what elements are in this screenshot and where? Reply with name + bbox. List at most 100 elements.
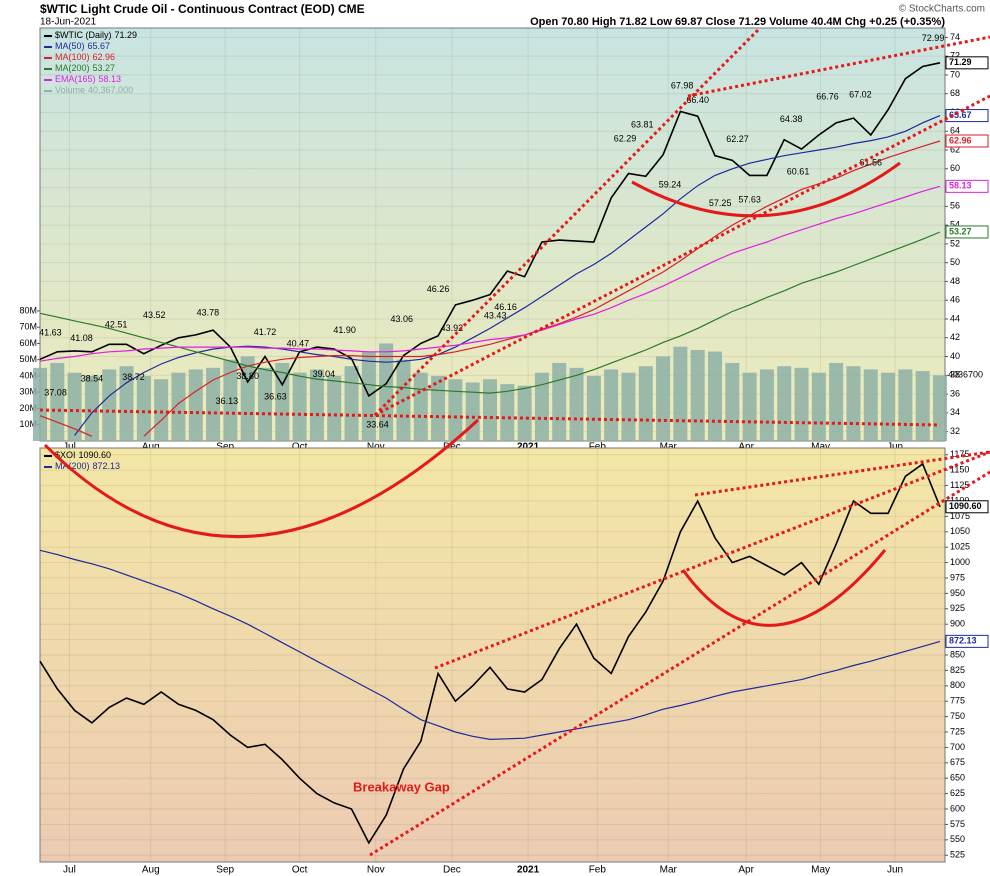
volume-bar xyxy=(465,382,480,441)
legend-text: MA(100) xyxy=(55,52,90,62)
series-line xyxy=(39,462,941,845)
price-tag-label: 872.13 xyxy=(949,636,977,646)
legend-text: MA(50) xyxy=(55,41,85,51)
price-tag-label: 65.67 xyxy=(949,110,972,120)
y-tick-label: 46 xyxy=(950,295,960,305)
volume-bar xyxy=(552,362,567,441)
volume-bar xyxy=(500,384,515,441)
volume-bar xyxy=(84,375,99,441)
y-tick-label: 74 xyxy=(950,32,960,42)
x-tick-label: Jun xyxy=(887,442,903,453)
x-tick-label: 2021 xyxy=(517,865,540,876)
price-label: 67.98 xyxy=(671,80,694,90)
trendline xyxy=(694,450,990,497)
volume-bar xyxy=(67,372,82,441)
y-tick-label: 1075 xyxy=(950,511,970,521)
price-label: 41.72 xyxy=(254,327,277,337)
volume-bar xyxy=(309,369,324,441)
y-tick-label: 825 xyxy=(950,665,965,675)
trendline xyxy=(39,408,941,427)
legend-text: $XOI xyxy=(55,450,76,460)
legend-entry: $XOI 1090.60 xyxy=(55,450,111,460)
volume-bar xyxy=(33,367,47,441)
y-tick-label: 56 xyxy=(950,201,960,211)
x-tick-label: Oct xyxy=(292,865,308,876)
legend-text: 1090.60 xyxy=(79,450,112,460)
x-tick-label: Jul xyxy=(63,442,76,453)
price-label: 41.63 xyxy=(39,328,62,338)
x-tick-label: May xyxy=(811,865,830,876)
volume-bar xyxy=(223,359,238,441)
trendline xyxy=(369,470,990,857)
y-tick-label: 725 xyxy=(950,726,965,736)
legend-text: MA(200) xyxy=(55,63,90,73)
volume-bar xyxy=(690,349,705,441)
volume-tick-label: 60M xyxy=(19,338,37,348)
volume-bar xyxy=(206,367,221,441)
legend-text: 872.13 xyxy=(93,461,121,471)
x-tick-label: Feb xyxy=(589,442,607,453)
volume-bar xyxy=(483,379,497,441)
trendlines: Breakaway Gap xyxy=(39,26,990,857)
y-tick-label: 625 xyxy=(950,788,965,798)
y-tick-label: 1050 xyxy=(950,526,970,536)
x-tick-label: Dec xyxy=(443,865,461,876)
price-label: 57.63 xyxy=(738,194,761,204)
price-label: 36.63 xyxy=(264,392,287,402)
volume-tick-label: 10M xyxy=(19,419,37,429)
price-label: 43.92 xyxy=(441,323,464,333)
y-tick-label: 36 xyxy=(950,388,960,398)
y-tick-label: 52 xyxy=(950,238,960,248)
volume-tick-label: 70M xyxy=(19,322,37,332)
y-tick-label: 1000 xyxy=(950,557,970,567)
price-tag-label: 62.96 xyxy=(949,135,972,145)
price-label: 66.40 xyxy=(686,95,709,105)
y-tick-label: 750 xyxy=(950,711,965,721)
legend-text: 71.29 xyxy=(115,30,138,40)
y-tick-label: 62 xyxy=(950,144,960,154)
price-label: 37.08 xyxy=(44,387,67,397)
y-tick-label: 34 xyxy=(950,407,960,417)
price-label: 43.43 xyxy=(484,311,507,321)
y-tick-label: 1025 xyxy=(950,542,970,552)
price-tag-label: 53.27 xyxy=(949,226,972,236)
volume-bar xyxy=(915,371,930,441)
y-tick-label: 800 xyxy=(950,680,965,690)
x-tick-label: May xyxy=(811,442,830,453)
x-tick-label: Aug xyxy=(142,865,160,876)
volume-axis-label: 4036700 xyxy=(948,370,983,380)
volume-bar xyxy=(517,385,532,441)
volume-bar xyxy=(863,369,878,441)
price-label: 43.06 xyxy=(390,314,413,324)
y-tick-label: 48 xyxy=(950,276,960,286)
y-tick-label: 54 xyxy=(950,219,960,229)
legend-entry: EMA(165) 58.13 xyxy=(55,74,121,84)
x-tick-label: Oct xyxy=(292,442,308,453)
volume-bar xyxy=(586,375,601,441)
x-tick-label: Sep xyxy=(216,442,234,453)
series-line xyxy=(39,231,941,394)
volume-bar xyxy=(794,367,809,441)
y-tick-label: 44 xyxy=(950,313,960,323)
arc xyxy=(43,418,480,539)
price-label: 62.27 xyxy=(726,134,749,144)
y-tick-label: 950 xyxy=(950,588,965,598)
x-tick-label: Jul xyxy=(63,865,76,876)
trendline xyxy=(373,26,762,417)
volume-bar xyxy=(898,369,913,441)
volume-bar xyxy=(448,379,463,441)
y-tick-label: 50 xyxy=(950,257,960,267)
price-tag-label: 71.29 xyxy=(949,57,972,67)
price-label: 61.56 xyxy=(860,158,883,168)
x-tick-label: Nov xyxy=(367,865,385,876)
volume-bar xyxy=(811,372,826,441)
volume-bar xyxy=(742,372,757,441)
y-tick-label: 60 xyxy=(950,163,960,173)
price-label: 64.38 xyxy=(780,114,803,124)
price-label: 33.64 xyxy=(366,420,389,430)
x-tick-label: Sep xyxy=(216,865,234,876)
legend-text: Volume xyxy=(55,85,85,95)
x-tick-label: Aug xyxy=(142,442,160,453)
y-tick-label: 525 xyxy=(950,850,965,860)
price-label: 72.99 xyxy=(922,33,945,43)
